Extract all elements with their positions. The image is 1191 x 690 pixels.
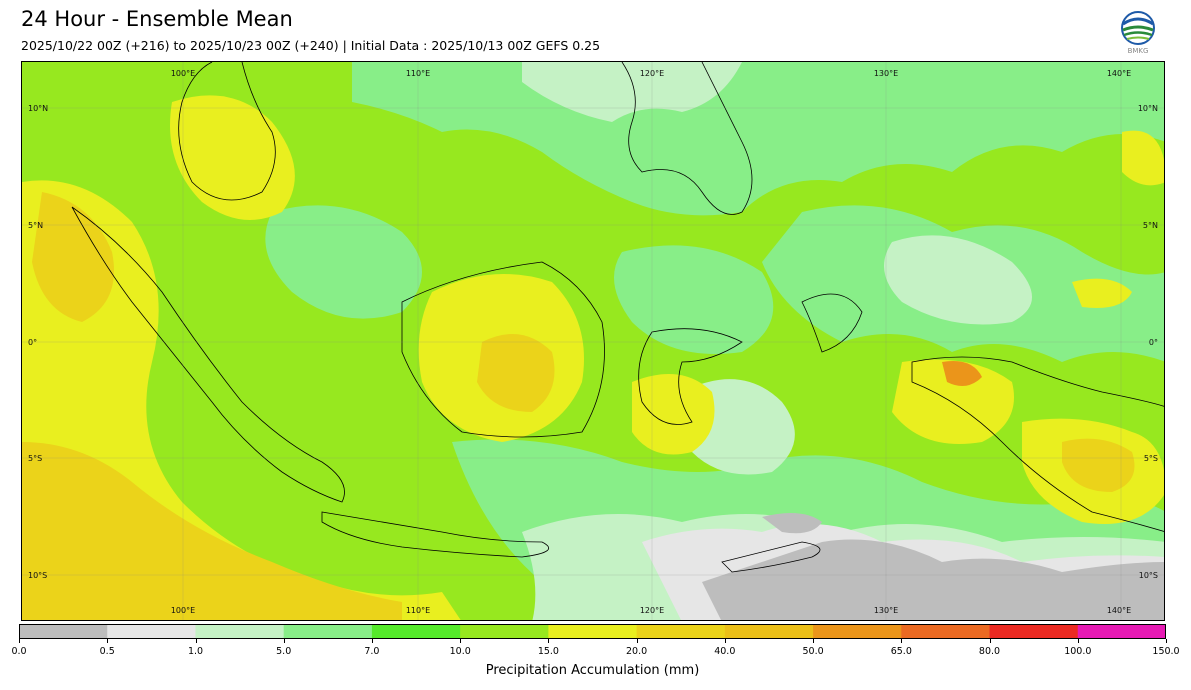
colorbar-segment: [813, 624, 902, 639]
colorbar-tick-label: 10.0: [449, 646, 471, 657]
colorbar-tick-label: 40.0: [714, 646, 736, 657]
lon-label-bottom: 120°E: [640, 606, 664, 615]
colorbar-tick-mark: [724, 639, 726, 643]
bmkg-logo: BMKG: [1118, 10, 1158, 56]
colorbar-segment: [636, 624, 726, 639]
lat-label-right: 0°: [1149, 338, 1158, 347]
lat-label-right: 5°S: [1144, 454, 1158, 463]
colorbar-tick-mark: [548, 639, 550, 643]
colorbar-tick-mark: [636, 639, 638, 643]
lat-label-left: 0°: [28, 338, 37, 347]
colorbar-segment: [460, 624, 549, 639]
colorbar-tick-label: 7.0: [364, 646, 380, 657]
lat-label-right: 10°N: [1138, 104, 1158, 113]
coastlines: [71, 62, 1164, 573]
lon-label-top: 110°E: [406, 69, 430, 78]
colorbar-tick-mark: [1077, 639, 1079, 643]
colorbar-tick-mark: [901, 639, 903, 643]
logo-text: BMKG: [1128, 47, 1149, 55]
colorbar-tick-label: 80.0: [978, 646, 1001, 657]
colorbar-tick-label: 0.5: [99, 646, 115, 657]
lat-label-left: 5°S: [28, 454, 42, 463]
colorbar-tick-label: 20.0: [626, 646, 648, 657]
colorbar-tick-mark: [195, 639, 197, 643]
colorbar-segment: [195, 624, 285, 639]
colorbar-segment: [1077, 624, 1167, 639]
colorbar-tick-label: 5.0: [276, 646, 292, 657]
colorbar-segment: [989, 624, 1079, 639]
colorbar-segment: [371, 624, 461, 639]
colorbar-tick-label: 0.0: [11, 646, 27, 657]
colorbar-tick-mark: [813, 639, 815, 643]
field-dry-zones: [522, 513, 1164, 620]
colorbar-tick-label: 15.0: [537, 646, 559, 657]
lat-label-left: 5°N: [28, 221, 43, 230]
colorbar-tick-label: 100.0: [1064, 646, 1092, 657]
lon-label-bottom: 140°E: [1107, 606, 1131, 615]
colorbar-tick-label: 150.0: [1152, 646, 1180, 657]
lon-label-bottom: 100°E: [171, 606, 195, 615]
lon-label-bottom: 130°E: [874, 606, 898, 615]
lon-label-bottom: 110°E: [406, 606, 430, 615]
lat-label-left: 10°S: [28, 571, 47, 580]
colorbar-ticks: [0, 640, 1191, 660]
chart-title: 24 Hour - Ensemble Mean: [21, 7, 293, 31]
colorbar-segment: [724, 624, 814, 639]
colorbar-tick-mark: [1166, 639, 1167, 643]
chart-subtitle: 2025/10/22 00Z (+216) to 2025/10/23 00Z …: [21, 38, 601, 53]
colorbar-segment: [901, 624, 991, 639]
colorbar-segment: [107, 624, 196, 639]
colorbar-tick-mark: [107, 639, 109, 643]
colorbar-segment: [283, 624, 373, 639]
colorbar-segment: [19, 624, 108, 639]
lon-label-top: 140°E: [1107, 69, 1131, 78]
colorbar-tick-label: 1.0: [187, 646, 204, 657]
lon-label-top: 100°E: [171, 69, 195, 78]
colorbar-tick-mark: [460, 639, 462, 643]
graticule: [22, 62, 1164, 620]
lon-label-top: 120°E: [640, 69, 664, 78]
colorbar-tick-mark: [371, 639, 373, 643]
colorbar-segment: [548, 624, 638, 639]
lat-label-right: 5°N: [1143, 221, 1158, 230]
colorbar-label: Precipitation Accumulation (mm): [485, 663, 700, 678]
precipitation-map: 100°E 110°E 120°E 130°E 140°E 100°E 110°…: [21, 61, 1165, 621]
colorbar-tick-label: 65.0: [890, 646, 912, 657]
colorbar-border: [19, 624, 1166, 639]
lat-label-right: 10°S: [1139, 571, 1158, 580]
colorbar: [19, 624, 1167, 639]
lon-label-top: 130°E: [874, 69, 898, 78]
lat-label-left: 10°N: [28, 104, 48, 113]
colorbar-tick-label: 50.0: [802, 646, 824, 657]
colorbar-tick-mark: [283, 639, 285, 643]
colorbar-tick-mark: [989, 639, 991, 643]
colorbar-tick-mark: [19, 639, 20, 643]
